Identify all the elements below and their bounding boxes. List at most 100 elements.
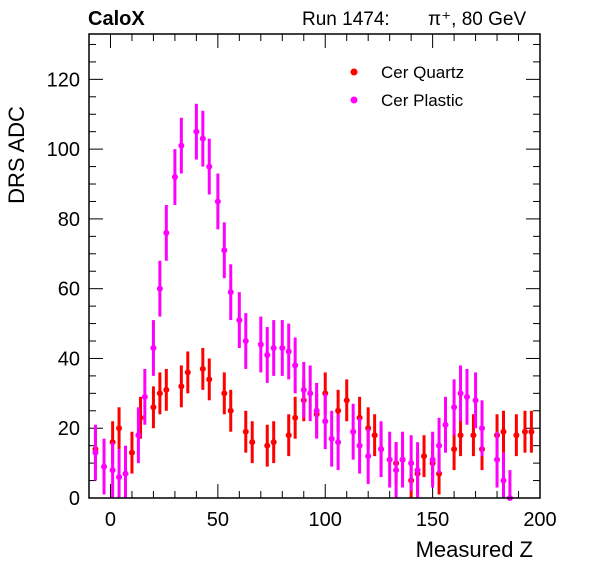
data-point-cer-plastic: [193, 128, 200, 135]
data-point-cer-quartz: [128, 449, 135, 456]
y-tick-label: 60: [58, 279, 80, 301]
data-point-cer-plastic: [199, 135, 206, 142]
data-point-cer-plastic: [494, 456, 501, 463]
x-tick-label: 200: [523, 509, 556, 531]
data-point-cer-quartz: [521, 428, 528, 435]
data-point-cer-plastic: [214, 198, 221, 205]
data-point-cer-plastic: [378, 446, 385, 453]
data-point-cer-plastic: [150, 344, 157, 351]
data-point-cer-plastic: [135, 432, 142, 439]
data-point-cer-plastic: [307, 390, 314, 397]
data-point-cer-plastic: [386, 456, 393, 463]
x-tick-label: 0: [105, 509, 116, 531]
data-point-cer-plastic: [463, 393, 470, 400]
data-point-cer-quartz: [421, 453, 428, 460]
data-point-cer-plastic: [141, 393, 148, 400]
particle-label: π⁺, 80 GeV: [428, 9, 526, 30]
legend-marker-cer-quartz: [350, 68, 358, 76]
data-point-cer-plastic: [300, 386, 307, 393]
data-point-cer-plastic: [257, 341, 264, 348]
data-point-cer-plastic: [171, 174, 178, 181]
y-tick-label: 20: [58, 418, 80, 440]
data-point-cer-quartz: [163, 386, 170, 393]
data-point-cer-plastic: [451, 404, 458, 411]
data-point-cer-plastic: [408, 460, 415, 467]
data-point-cer-quartz: [528, 428, 535, 435]
data-point-cer-quartz: [457, 432, 464, 439]
data-point-cer-plastic: [242, 338, 249, 345]
y-tick-label: 80: [58, 209, 80, 231]
data-point-cer-quartz: [249, 439, 256, 446]
legend-label-cer-plastic: Cer Plastic: [381, 91, 464, 110]
data-point-cer-plastic: [122, 470, 129, 477]
y-tick-label: 40: [58, 348, 80, 370]
data-point-cer-plastic: [429, 456, 436, 463]
data-point-cer-quartz: [335, 407, 342, 414]
data-point-cer-plastic: [109, 467, 116, 474]
data-point-cer-plastic: [500, 477, 507, 484]
ticks-layer: 0 50 100 150 200 0 20 40 60 80 100 120: [47, 34, 557, 531]
data-point-cer-quartz: [242, 428, 249, 435]
x-axis-title: Measured Z: [416, 537, 533, 562]
data-point-cer-quartz: [199, 365, 206, 372]
data-point-cer-plastic: [285, 348, 292, 355]
data-point-cer-plastic: [156, 285, 163, 292]
data-point-cer-plastic: [356, 442, 363, 449]
data-point-cer-quartz: [116, 425, 123, 432]
data-point-cer-plastic: [350, 428, 357, 435]
data-point-cer-quartz: [371, 432, 378, 439]
data-point-cer-quartz: [206, 376, 213, 383]
data-point-cer-plastic: [436, 442, 443, 449]
data-point-cer-quartz: [264, 442, 271, 449]
data-layer: [92, 103, 535, 501]
x-tick-label: 50: [207, 509, 229, 531]
data-point-cer-plastic: [399, 456, 406, 463]
data-point-cer-quartz: [184, 369, 191, 376]
data-point-cer-plastic: [313, 407, 320, 414]
data-point-cer-quartz: [150, 404, 157, 411]
x-tick-label: 100: [309, 509, 342, 531]
data-point-cer-plastic: [206, 163, 213, 170]
data-point-cer-plastic: [479, 425, 486, 432]
data-point-cer-plastic: [335, 439, 342, 446]
data-point-cer-quartz: [270, 439, 277, 446]
data-point-cer-quartz: [500, 428, 507, 435]
data-point-cer-plastic: [116, 474, 123, 481]
y-axis-title: DRS ADC: [4, 106, 29, 204]
data-point-cer-plastic: [279, 344, 286, 351]
data-point-cer-plastic: [292, 362, 299, 369]
data-point-cer-plastic: [457, 390, 464, 397]
data-point-cer-plastic: [414, 467, 421, 474]
y-tick-label: 120: [47, 69, 80, 91]
data-point-cer-plastic: [328, 435, 335, 442]
data-point-cer-plastic: [92, 449, 99, 456]
data-point-cer-plastic: [393, 467, 400, 474]
legend-label-cer-quartz: Cer Quartz: [381, 63, 464, 82]
data-point-cer-quartz: [156, 390, 163, 397]
data-point-cer-plastic: [270, 344, 277, 351]
data-point-cer-plastic: [221, 247, 228, 254]
legend: Cer Quartz Cer Plastic: [350, 63, 464, 110]
data-point-cer-quartz: [221, 390, 228, 397]
experiment-label: CaloX: [88, 8, 145, 30]
data-point-cer-quartz: [513, 432, 520, 439]
data-point-cer-plastic: [236, 317, 243, 324]
data-point-cer-plastic: [163, 229, 170, 236]
x-tick-label: 150: [416, 509, 449, 531]
data-point-cer-quartz: [178, 383, 185, 390]
data-point-cer-plastic: [227, 289, 234, 296]
data-point-cer-quartz: [470, 432, 477, 439]
run-label: Run 1474:: [302, 9, 390, 30]
plot-frame: [88, 33, 541, 499]
y-tick-label: 100: [47, 139, 80, 161]
data-point-cer-plastic: [178, 142, 185, 149]
data-point-cer-quartz: [227, 407, 234, 414]
legend-marker-cer-plastic: [350, 96, 358, 104]
series-cer-plastic: [92, 103, 513, 501]
data-point-cer-quartz: [292, 414, 299, 421]
data-point-cer-plastic: [264, 351, 271, 358]
y-tick-label: 0: [69, 488, 80, 510]
data-point-cer-quartz: [343, 397, 350, 404]
